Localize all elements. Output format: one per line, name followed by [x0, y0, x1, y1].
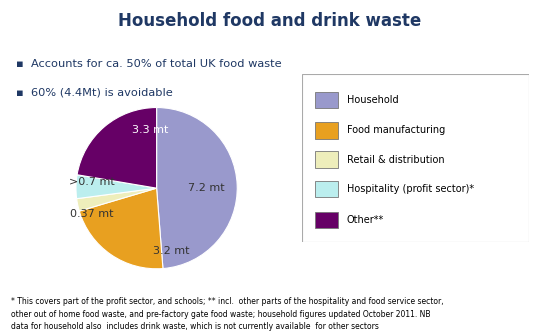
Text: * This covers part of the profit sector, and schools; ** incl.  other parts of t: * This covers part of the profit sector,… — [11, 297, 443, 331]
Wedge shape — [77, 188, 157, 211]
Text: ▪  60% (4.4Mt) is avoidable: ▪ 60% (4.4Mt) is avoidable — [16, 87, 173, 97]
Text: 7.2 mt: 7.2 mt — [188, 183, 225, 193]
Bar — [315, 92, 338, 109]
Wedge shape — [157, 108, 237, 268]
Bar — [315, 122, 338, 139]
Text: Retail & distribution: Retail & distribution — [347, 155, 444, 165]
Bar — [315, 151, 338, 168]
Bar — [315, 212, 338, 228]
Text: Other**: Other** — [347, 215, 384, 225]
Wedge shape — [76, 175, 157, 199]
Text: >0.7 mt: >0.7 mt — [69, 177, 115, 187]
Text: ▪  Accounts for ca. 50% of total UK food waste: ▪ Accounts for ca. 50% of total UK food … — [16, 59, 282, 69]
Text: Food manufacturing: Food manufacturing — [347, 125, 445, 135]
Text: 3.3 mt: 3.3 mt — [132, 125, 168, 135]
Text: Household food and drink waste: Household food and drink waste — [118, 12, 422, 30]
Text: 3.2 mt: 3.2 mt — [153, 246, 190, 256]
Wedge shape — [79, 188, 163, 269]
Text: 0.37 mt: 0.37 mt — [70, 209, 114, 219]
Wedge shape — [77, 108, 157, 188]
Bar — [315, 181, 338, 197]
Text: Household: Household — [347, 95, 399, 105]
Text: Hospitality (profit sector)*: Hospitality (profit sector)* — [347, 184, 474, 194]
